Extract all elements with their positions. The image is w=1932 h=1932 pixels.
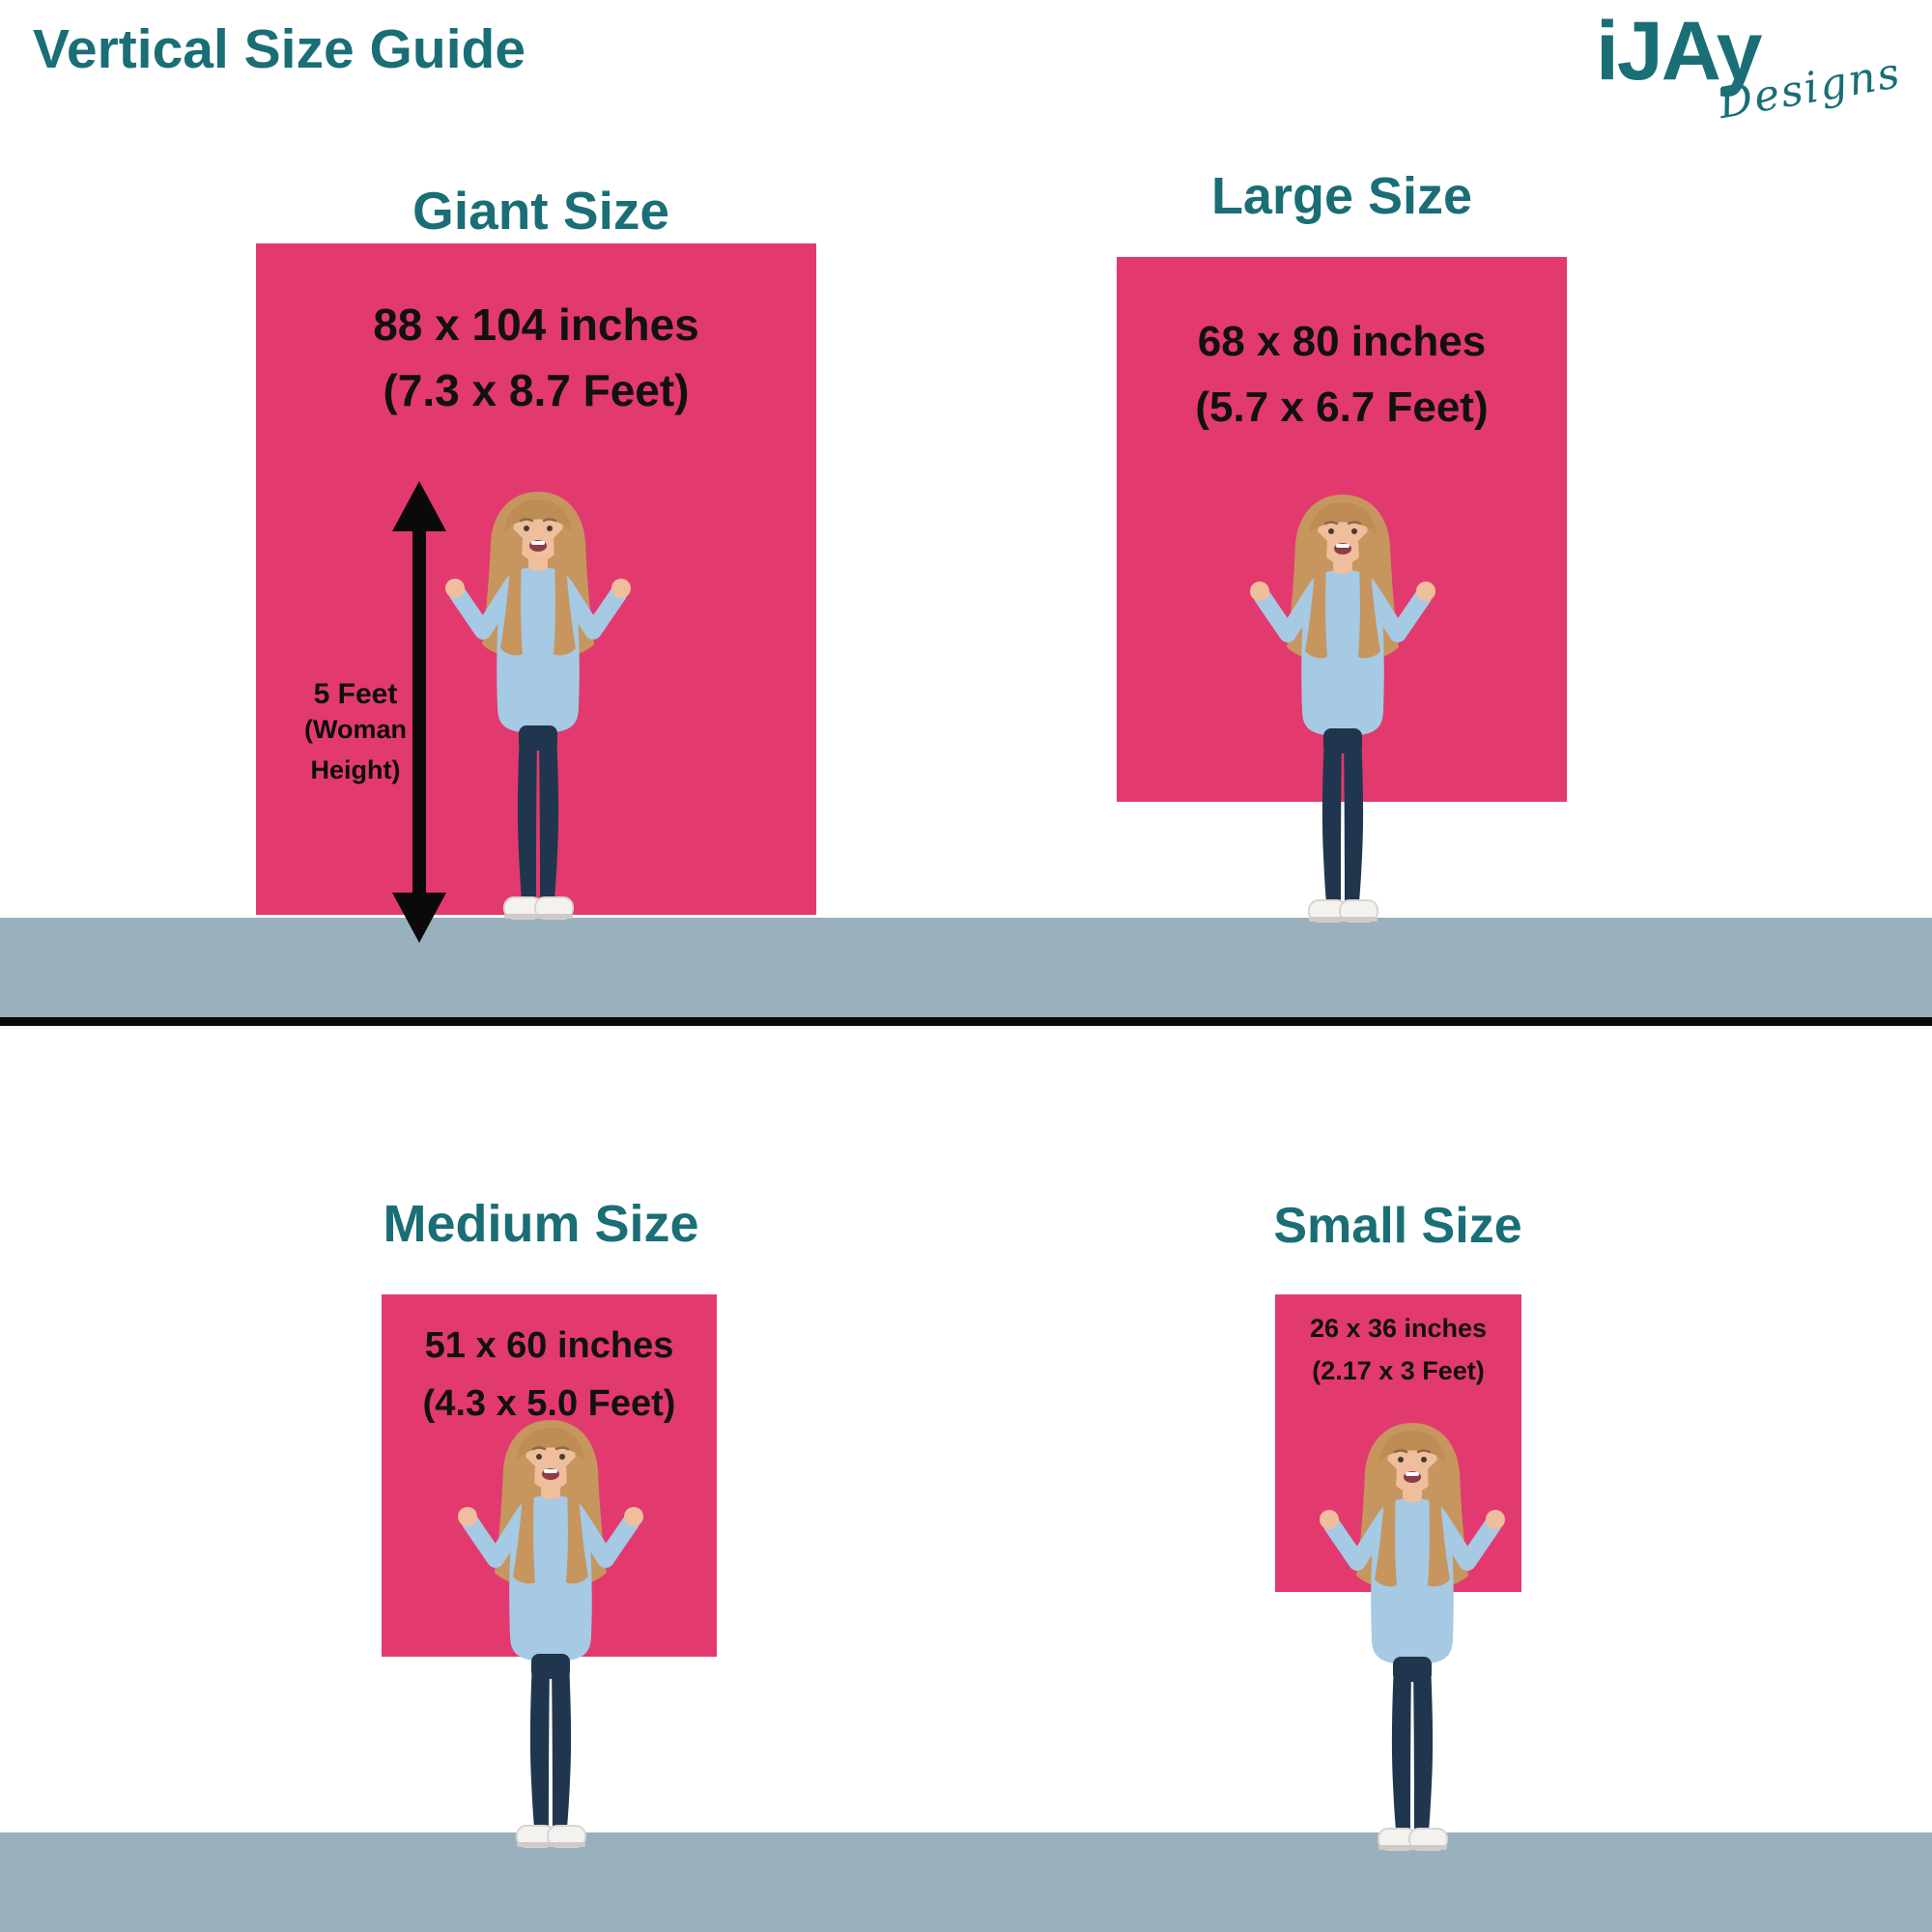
brand-logo: iJAy Designs [1546, 4, 1922, 139]
page-title: Vertical Size Guide [33, 18, 526, 80]
heading-large-size: Large Size [1210, 167, 1473, 225]
dimension-feet: (4.3 x 5.0 Feet) [422, 1383, 676, 1424]
dimension-feet: (7.3 x 8.7 Feet) [383, 365, 690, 415]
height-annotation: 5 Feet (Woman Height) [278, 676, 433, 786]
dimension-inches: 88 x 104 inches [373, 299, 699, 350]
height-annotation-line3: Height) [310, 755, 401, 784]
dimension-inches: 51 x 60 inches [424, 1325, 674, 1366]
height-annotation-line2: (Woman [304, 715, 407, 744]
floor-band-top [0, 918, 1932, 1017]
dimension-feet: (5.7 x 6.7 Feet) [1195, 384, 1489, 431]
heading-medium-size: Medium Size [383, 1195, 699, 1253]
dimension-inches: 68 x 80 inches [1197, 318, 1487, 365]
brand-logo-wordmark: iJAy [1596, 5, 1762, 98]
heading-small-size: Small Size [1273, 1198, 1522, 1254]
height-annotation-line1: 5 Feet [313, 678, 398, 710]
height-arrow-icon [392, 481, 446, 943]
dimension-inches: 26 x 36 inches [1309, 1314, 1488, 1343]
woman-figure [440, 1416, 662, 1861]
pink-backdrop-medium: 51 x 60 inches (4.3 x 5.0 Feet) [382, 1294, 717, 1657]
heading-giant-size: Giant Size [412, 181, 669, 241]
section-divider [0, 1017, 1932, 1026]
woman-figure [427, 488, 649, 932]
woman-figure [1301, 1419, 1523, 1863]
floor-band-bottom [0, 1833, 1932, 1932]
dimension-feet: (2.17 x 3 Feet) [1312, 1356, 1485, 1385]
woman-figure [1232, 491, 1454, 935]
